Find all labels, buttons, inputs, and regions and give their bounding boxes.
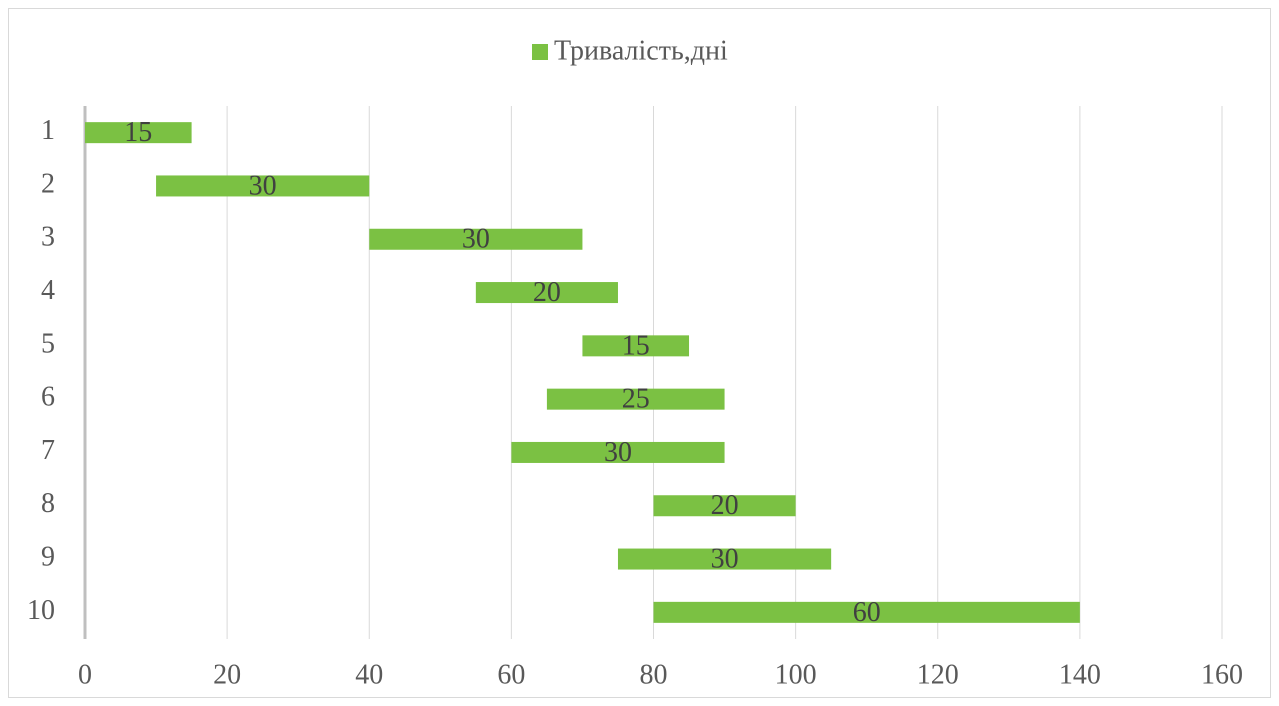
data-label: 30 — [711, 543, 739, 574]
x-tick-label: 140 — [1059, 659, 1101, 690]
bar — [546, 388, 725, 410]
x-tick-label: 100 — [775, 659, 817, 690]
legend-swatch — [532, 44, 548, 60]
y-tick-label: 7 — [41, 435, 55, 466]
data-label: 15 — [622, 330, 650, 361]
bar — [511, 441, 725, 463]
y-tick-label: 10 — [27, 595, 55, 626]
x-tick-label: 160 — [1201, 659, 1243, 690]
bar — [156, 175, 370, 197]
bar — [653, 495, 796, 517]
bar — [85, 122, 192, 144]
bar — [653, 601, 1080, 623]
data-label: 30 — [249, 170, 277, 201]
legend-label: Тривалість,дні — [554, 35, 728, 66]
data-label: 15 — [124, 117, 152, 148]
y-tick-label: 6 — [41, 382, 55, 413]
y-tick-label: 1 — [41, 115, 55, 146]
x-tick-label: 120 — [917, 659, 959, 690]
y-tick-label: 8 — [41, 488, 55, 519]
bar — [582, 335, 690, 357]
x-tick-label: 80 — [640, 659, 668, 690]
y-tick-label: 3 — [41, 222, 55, 253]
data-label: 20 — [533, 277, 561, 308]
data-label: 60 — [853, 597, 881, 628]
data-label: 30 — [462, 224, 490, 255]
bar — [369, 228, 583, 250]
x-tick-label: 0 — [78, 659, 92, 690]
x-tick-label: 20 — [213, 659, 241, 690]
y-tick-label: 9 — [41, 541, 55, 572]
data-label: 30 — [604, 437, 632, 468]
x-tick-label: 40 — [355, 659, 383, 690]
y-tick-label: 4 — [41, 275, 55, 306]
data-label: 25 — [622, 384, 650, 415]
data-label: 20 — [711, 490, 739, 521]
x-tick-label: 60 — [497, 659, 525, 690]
bar — [617, 548, 832, 570]
bar — [475, 282, 618, 304]
y-tick-label: 2 — [41, 168, 55, 199]
y-tick-label: 5 — [41, 328, 55, 359]
